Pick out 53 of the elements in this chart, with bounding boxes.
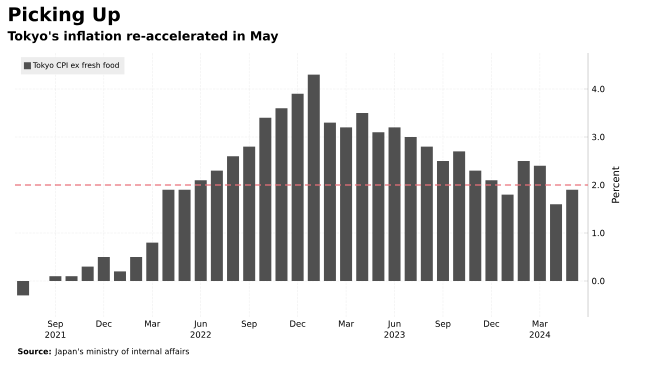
bar [356,113,368,281]
x-tick-label: Dec [96,320,112,327]
x-tick-label: Mar [145,320,160,327]
y-tick-label: 4.0 [592,86,604,92]
x-tick-label: Jun 2022 [190,320,211,338]
bar [17,281,30,296]
y-tick-label: 1.0 [592,230,604,236]
bar [194,180,207,281]
x-tick-label: Sep 2021 [45,320,66,338]
bar [372,132,384,281]
chart-title: Picking Up [9,6,120,26]
bar [420,146,433,281]
bar [436,161,449,281]
bar [485,180,498,281]
y-tick-label: 2.0 [592,182,604,188]
bar [453,151,466,281]
bar [82,266,94,281]
x-tick-label: Mar 2024 [530,320,550,338]
bar [324,122,336,281]
bar [469,170,482,281]
bar [49,276,62,281]
bar [404,137,417,281]
chart-subtitle: Tokyo's inflation re-accelerated in May [8,30,278,44]
bar [210,170,223,281]
bar [243,146,256,281]
bar [114,271,126,281]
bar [308,74,320,281]
x-tick-label: Jun 2023 [384,320,405,338]
bar [388,127,401,281]
bar [178,190,191,281]
x-tick-label: Dec [290,320,306,327]
bar [275,108,288,281]
bar [146,242,158,281]
bar [66,276,78,281]
bar [259,118,272,281]
x-tick-label: Sep [242,320,257,329]
bar [534,166,546,281]
bar [340,127,352,281]
bar [502,194,514,281]
x-tick-label: Mar [338,320,354,327]
bar [98,257,110,281]
bar [550,204,562,281]
bar [227,156,240,281]
y-axis-title: Percent [612,166,620,203]
bar [292,94,304,281]
bar [566,190,578,281]
y-tick-label: 3.0 [592,134,604,140]
y-tick-label: 0.0 [592,278,604,284]
x-tick-label: Sep [436,320,450,329]
bar [162,190,174,281]
bar [130,257,142,281]
bar [518,161,530,281]
x-tick-label: Dec [484,320,500,327]
